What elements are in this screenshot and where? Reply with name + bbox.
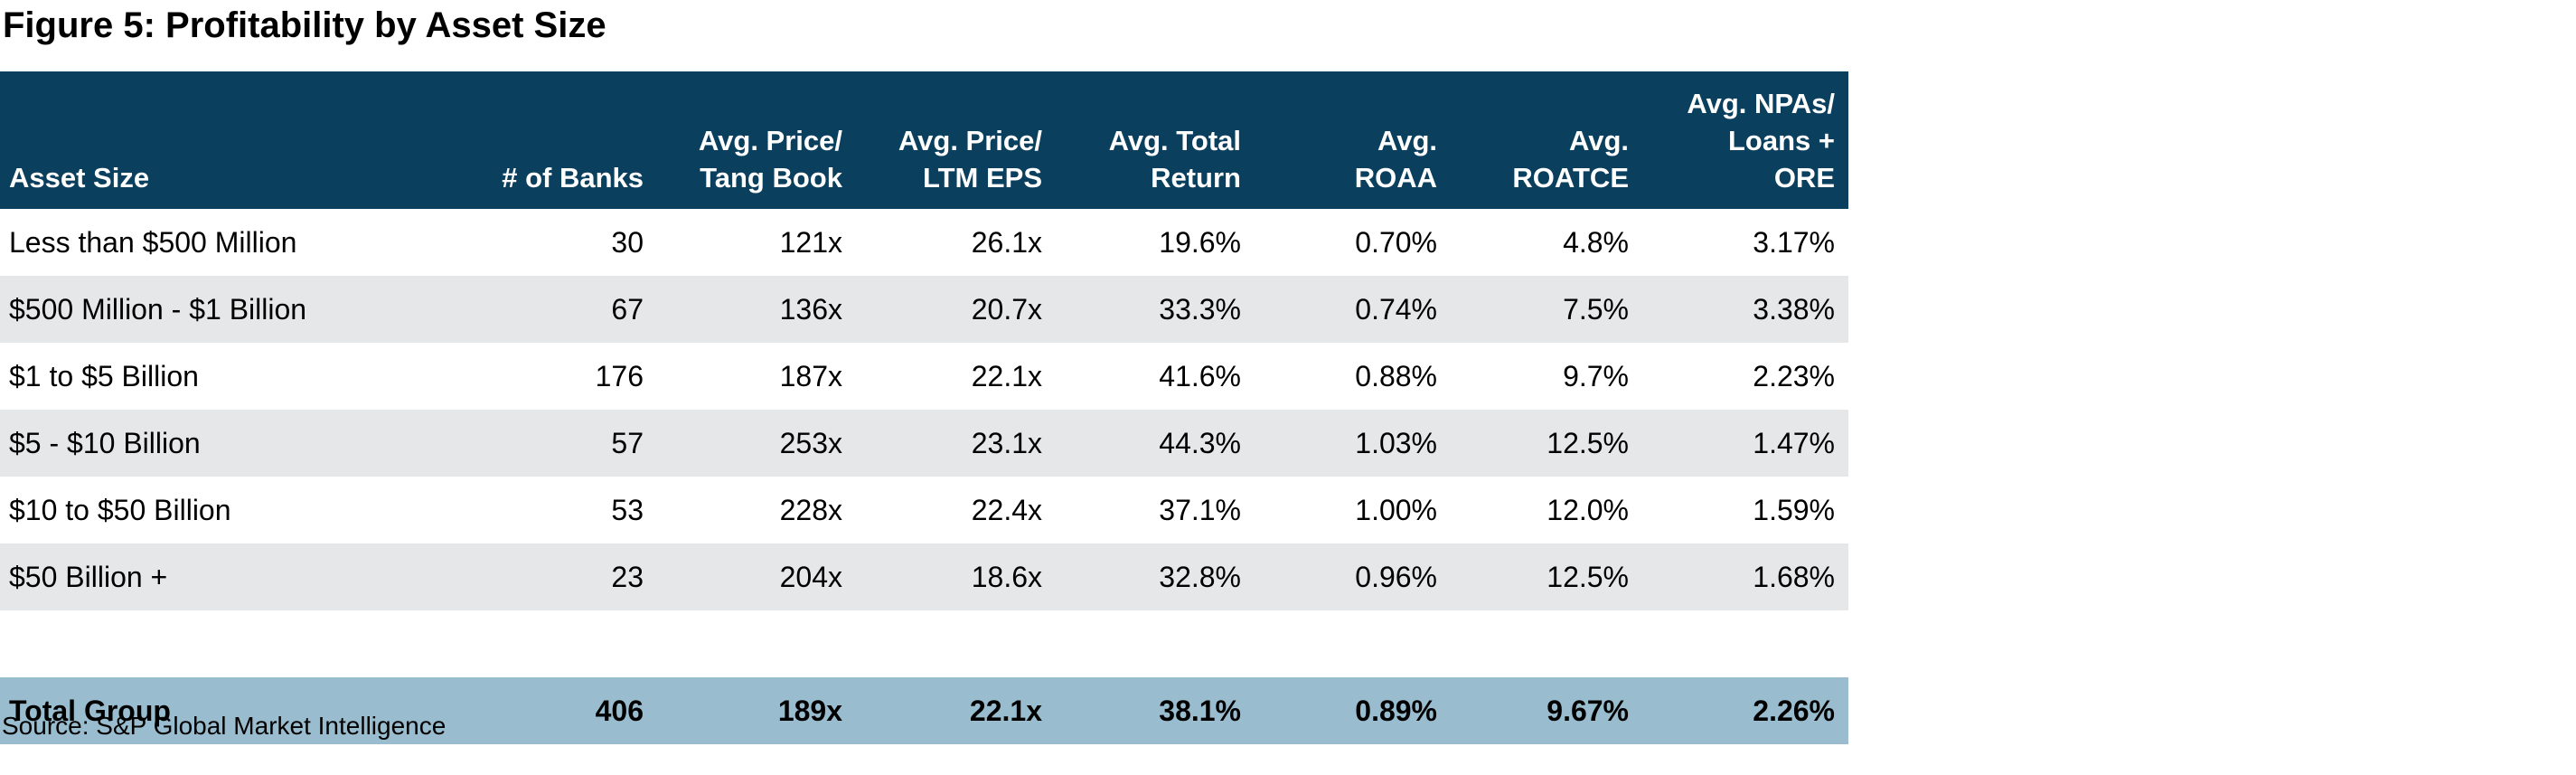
- cell-npas-loans-ore: 1.68%: [1629, 543, 1848, 610]
- cell-price-tang-book: 187x: [644, 343, 842, 410]
- cell-price-ltm-eps: 23.1x: [842, 410, 1042, 477]
- table-row: $50 Billion + 23 204x 18.6x 32.8% 0.96% …: [0, 543, 1848, 610]
- cell-price-tang-book: 136x: [644, 276, 842, 343]
- cell-asset-size: $5 - $10 Billion: [0, 410, 449, 477]
- cell-asset-size: $1 to $5 Billion: [0, 343, 449, 410]
- table-row: $1 to $5 Billion 176 187x 22.1x 41.6% 0.…: [0, 343, 1848, 410]
- cell-total-return: 38.1%: [1042, 677, 1241, 744]
- header-avg-roaa: Avg. ROAA: [1241, 71, 1437, 209]
- cell-num-banks: 67: [449, 276, 644, 343]
- cell-asset-size: $500 Million - $1 Billion: [0, 276, 449, 343]
- cell-num-banks: 57: [449, 410, 644, 477]
- cell-total-return: 32.8%: [1042, 543, 1241, 610]
- cell-price-ltm-eps: 22.1x: [842, 677, 1042, 744]
- table-header: Asset Size # of Banks Avg. Price/ Tang B…: [0, 71, 1848, 209]
- cell-npas-loans-ore: 3.17%: [1629, 209, 1848, 276]
- cell-num-banks: 23: [449, 543, 644, 610]
- cell-asset-size: $10 to $50 Billion: [0, 477, 449, 543]
- table-row: $10 to $50 Billion 53 228x 22.4x 37.1% 1…: [0, 477, 1848, 543]
- table-spacer-row: [0, 610, 1848, 677]
- cell-roaa: 0.74%: [1241, 276, 1437, 343]
- table-header-row: Asset Size # of Banks Avg. Price/ Tang B…: [0, 71, 1848, 209]
- cell-num-banks: 53: [449, 477, 644, 543]
- cell-roatce: 4.8%: [1437, 209, 1629, 276]
- cell-roatce: 12.0%: [1437, 477, 1629, 543]
- cell-roatce: 12.5%: [1437, 543, 1629, 610]
- cell-roatce: 9.7%: [1437, 343, 1629, 410]
- table-row: $5 - $10 Billion 57 253x 23.1x 44.3% 1.0…: [0, 410, 1848, 477]
- cell-roatce: 12.5%: [1437, 410, 1629, 477]
- header-avg-total-return: Avg. Total Return: [1042, 71, 1241, 209]
- cell-price-tang-book: 253x: [644, 410, 842, 477]
- cell-price-ltm-eps: 18.6x: [842, 543, 1042, 610]
- cell-total-return: 19.6%: [1042, 209, 1241, 276]
- cell-roaa: 1.00%: [1241, 477, 1437, 543]
- cell-total-return: 33.3%: [1042, 276, 1241, 343]
- cell-npas-loans-ore: 1.59%: [1629, 477, 1848, 543]
- cell-npas-loans-ore: 2.26%: [1629, 677, 1848, 744]
- table-body: Less than $500 Million 30 121x 26.1x 19.…: [0, 209, 1848, 744]
- cell-price-ltm-eps: 22.1x: [842, 343, 1042, 410]
- cell-price-ltm-eps: 20.7x: [842, 276, 1042, 343]
- profitability-table: Asset Size # of Banks Avg. Price/ Tang B…: [0, 71, 1848, 744]
- header-num-banks: # of Banks: [449, 71, 644, 209]
- cell-asset-size: $50 Billion +: [0, 543, 449, 610]
- figure-title: Figure 5: Profitability by Asset Size: [3, 5, 606, 45]
- cell-price-ltm-eps: 26.1x: [842, 209, 1042, 276]
- cell-roaa: 0.89%: [1241, 677, 1437, 744]
- cell-npas-loans-ore: 2.23%: [1629, 343, 1848, 410]
- cell-price-ltm-eps: 22.4x: [842, 477, 1042, 543]
- cell-num-banks: 176: [449, 343, 644, 410]
- cell-asset-size: Less than $500 Million: [0, 209, 449, 276]
- cell-roaa: 0.70%: [1241, 209, 1437, 276]
- cell-roatce: 7.5%: [1437, 276, 1629, 343]
- cell-asset-size: Total Group: [0, 677, 449, 744]
- cell-total-return: 44.3%: [1042, 410, 1241, 477]
- cell-price-tang-book: 189x: [644, 677, 842, 744]
- cell-price-tang-book: 121x: [644, 209, 842, 276]
- cell-roaa: 1.03%: [1241, 410, 1437, 477]
- cell-num-banks: 406: [449, 677, 644, 744]
- cell-num-banks: 30: [449, 209, 644, 276]
- cell-roatce: 9.67%: [1437, 677, 1629, 744]
- cell-roaa: 0.96%: [1241, 543, 1437, 610]
- header-avg-roatce: Avg. ROATCE: [1437, 71, 1629, 209]
- table-spacer: [0, 610, 1848, 677]
- cell-npas-loans-ore: 1.47%: [1629, 410, 1848, 477]
- cell-total-return: 41.6%: [1042, 343, 1241, 410]
- cell-total-return: 37.1%: [1042, 477, 1241, 543]
- cell-npas-loans-ore: 3.38%: [1629, 276, 1848, 343]
- cell-price-tang-book: 228x: [644, 477, 842, 543]
- source-text: Source: S&P Global Market Intelligence: [2, 712, 447, 740]
- cell-roaa: 0.88%: [1241, 343, 1437, 410]
- table-row: $500 Million - $1 Billion 67 136x 20.7x …: [0, 276, 1848, 343]
- table-total-row: Total Group 406 189x 22.1x 38.1% 0.89% 9…: [0, 677, 1848, 744]
- header-avg-npas-loans-ore: Avg. NPAs/ Loans + ORE: [1629, 71, 1848, 209]
- header-avg-price-ltm-eps: Avg. Price/ LTM EPS: [842, 71, 1042, 209]
- cell-price-tang-book: 204x: [644, 543, 842, 610]
- header-asset-size: Asset Size: [0, 71, 449, 209]
- table-row: Less than $500 Million 30 121x 26.1x 19.…: [0, 209, 1848, 276]
- header-avg-price-tang-book: Avg. Price/ Tang Book: [644, 71, 842, 209]
